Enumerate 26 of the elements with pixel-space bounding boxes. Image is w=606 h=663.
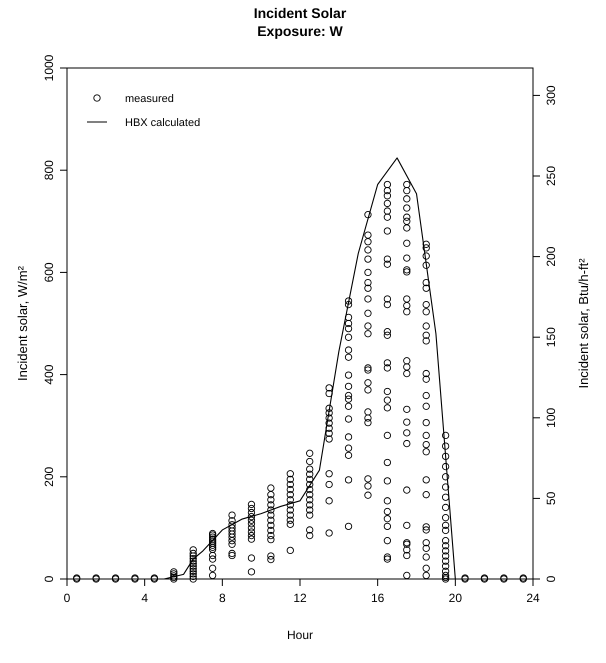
y-tick-label: 0: [42, 575, 56, 582]
y-tick-label: 800: [42, 160, 56, 180]
chart-title: Incident Solar Exposure: W: [254, 5, 347, 39]
y-tick-label: 200: [42, 466, 56, 487]
y2-tick-label: 50: [544, 491, 558, 506]
x-axis-title: Hour: [286, 628, 314, 642]
y2-tick-label: 0: [544, 575, 558, 582]
x-tick-label: 8: [218, 591, 226, 605]
y2-tick-label: 100: [544, 407, 558, 428]
y2-tick-label: 150: [544, 326, 558, 348]
y2-axis-title: Incident solar, Btu/h-ft²: [576, 258, 591, 389]
y-tick-label: 600: [42, 262, 56, 282]
y2-tick-label: 250: [544, 166, 558, 186]
x-tick-label: 16: [370, 591, 385, 605]
y-axis-title: Incident solar, W/m²: [15, 265, 30, 381]
y-tick-label: 400: [42, 364, 56, 385]
legend-label: measured: [125, 93, 174, 105]
legend-label: HBX calculated: [125, 117, 200, 129]
x-tick-label: 4: [141, 591, 148, 605]
x-tick-label: 0: [64, 591, 71, 605]
y2-tick-label: 200: [544, 246, 558, 267]
y2-tick-label: 300: [544, 85, 558, 106]
x-tick-label: 20: [448, 591, 462, 605]
y-tick-label: 1000: [42, 54, 56, 82]
x-tick-label: 24: [526, 591, 540, 605]
x-tick-label: 12: [293, 591, 307, 605]
